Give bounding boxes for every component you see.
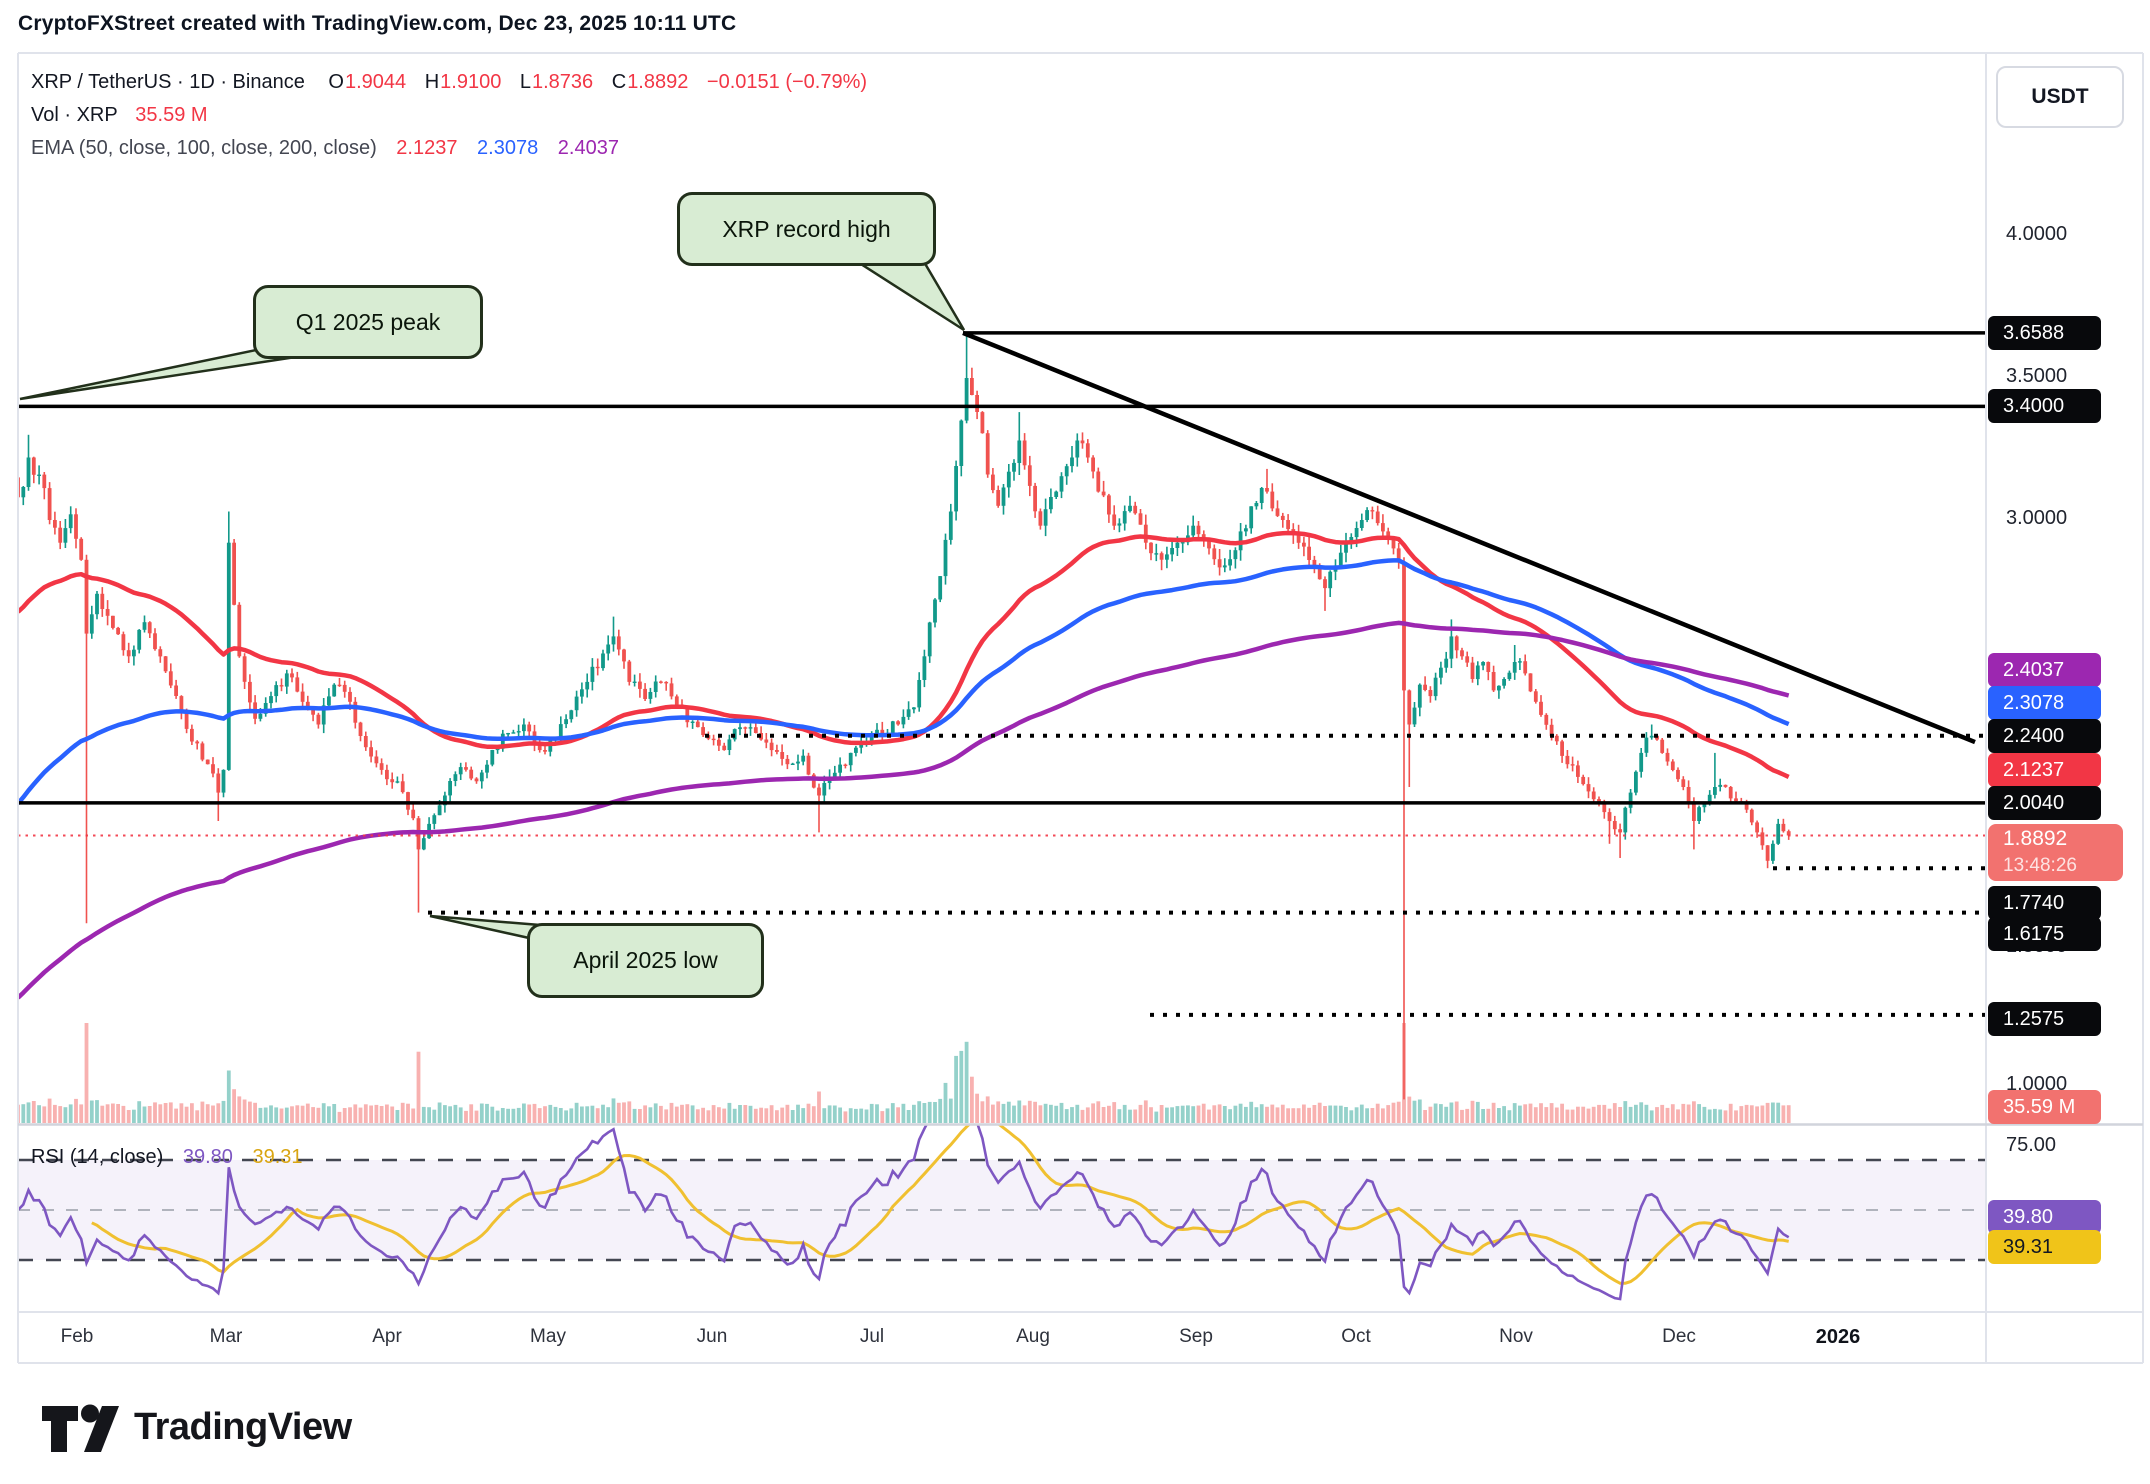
time-label-Jun: Jun xyxy=(696,1326,728,1347)
scale-label-4.0000: 4.0000 xyxy=(2006,223,2068,245)
callout-april-low[interactable]: April 2025 low xyxy=(527,923,764,998)
price-chip-3.4000: 3.4000 xyxy=(1988,389,2101,423)
time-label-Mar: Mar xyxy=(209,1326,243,1347)
tradingview-logo[interactable]: TradingView xyxy=(40,1398,352,1456)
volume-legend-row[interactable]: Vol · XRP 35.59 M xyxy=(31,104,208,132)
callout-record-high[interactable]: XRP record high xyxy=(677,192,936,266)
scale-label-3.0000: 3.0000 xyxy=(2006,507,2068,529)
symbol-title: XRP / TetherUS · 1D · Binance xyxy=(31,71,305,93)
open-label: O xyxy=(328,71,344,93)
time-label-Aug: Aug xyxy=(1016,1326,1050,1347)
low-value: 1.8736 xyxy=(532,71,594,93)
price-chip-39.31: 39.31 xyxy=(1988,1230,2101,1264)
price-chip-2.2400: 2.2400 xyxy=(1988,719,2101,753)
price-chip-39.80: 39.80 xyxy=(1988,1200,2101,1234)
close-value: 1.8892 xyxy=(627,71,689,93)
ema50-value: 2.1237 xyxy=(396,137,458,159)
volume-value: 35.59 M xyxy=(135,104,208,126)
callout-q1-peak[interactable]: Q1 2025 peak xyxy=(253,285,483,359)
rsi-line xyxy=(18,1124,1790,1301)
change-value: −0.0151 (−0.79%) xyxy=(706,71,868,93)
ema200-value: 2.4037 xyxy=(557,137,619,159)
scale-label-1.0000: 1.0000 xyxy=(2006,1073,2068,1095)
callout-record-high-text: XRP record high xyxy=(722,215,891,242)
rsi-ma-line xyxy=(91,1124,1790,1285)
volume-label: Vol · XRP xyxy=(31,104,118,126)
descending-trendline xyxy=(962,330,1976,745)
rsi-legend-row[interactable]: RSI (14, close) 39.80 39.31 xyxy=(31,1146,303,1174)
high-value: 1.9100 xyxy=(440,71,502,93)
price-chip-2.4037: 2.4037 xyxy=(1988,653,2101,687)
current-price-chip: 1.8892 13:48:26 xyxy=(1988,824,2123,881)
time-label-Sep: Sep xyxy=(1179,1326,1213,1347)
rsi-value: 39.80 xyxy=(182,1146,233,1168)
time-label-2026: 2026 xyxy=(1815,1326,1861,1348)
tradingview-logo-text: TradingView xyxy=(134,1405,352,1448)
ema50-line xyxy=(18,530,1790,779)
rsi-ma-value: 39.31 xyxy=(252,1146,303,1168)
callout-q1-peak-text: Q1 2025 peak xyxy=(295,308,441,335)
callout-april-low-text: April 2025 low xyxy=(573,947,718,973)
currency-label: USDT xyxy=(2031,85,2089,108)
symbol-legend-row[interactable]: XRP / TetherUS · 1D · Binance O1.9044 H1… xyxy=(31,71,867,99)
price-chip-2.1237: 2.1237 xyxy=(1988,753,2101,787)
time-label-Oct: Oct xyxy=(1341,1326,1371,1347)
currency-toggle-button[interactable]: USDT xyxy=(1996,66,2124,128)
rsi-pane xyxy=(18,1124,1986,1301)
close-label: C xyxy=(611,71,627,93)
time-label-Jul: Jul xyxy=(859,1326,885,1347)
rsi-label: RSI (14, close) xyxy=(31,1146,164,1168)
scale-label-75.00: 75.00 xyxy=(2006,1134,2057,1156)
ema-label: EMA (50, close, 100, close, 200, close) xyxy=(31,137,377,159)
price-chip-35.59M: 35.59 M xyxy=(1988,1090,2101,1124)
ema-legend-row[interactable]: EMA (50, close, 100, close, 200, close) … xyxy=(31,137,619,165)
price-chip-1.2575: 1.2575 xyxy=(1988,1002,2101,1036)
ema100-value: 2.3078 xyxy=(477,137,539,159)
price-chip-2.3078: 2.3078 xyxy=(1988,686,2101,720)
time-label-Apr: Apr xyxy=(372,1326,402,1347)
ema200-line xyxy=(18,620,1790,1000)
time-label-Dec: Dec xyxy=(1662,1326,1696,1347)
price-chip-3.6588: 3.6588 xyxy=(1988,316,2101,350)
time-label-Nov: Nov xyxy=(1499,1326,1533,1347)
attribution-header: CryptoFXStreet created with TradingView.… xyxy=(18,12,737,35)
tradingview-logo-icon xyxy=(42,1404,119,1452)
price-chip-2.0040: 2.0040 xyxy=(1988,786,2101,820)
high-label: H xyxy=(424,71,440,93)
price-chip-1.7740: 1.7740 xyxy=(1988,886,2101,920)
time-label-May: May xyxy=(530,1326,566,1347)
open-value: 1.9044 xyxy=(344,71,407,93)
time-label-Feb: Feb xyxy=(60,1326,94,1347)
price-chip-1.6175: 1.6175 xyxy=(1988,917,2101,951)
low-label: L xyxy=(519,71,531,93)
scale-label-3.5000: 3.5000 xyxy=(2006,365,2068,387)
main-pane xyxy=(18,236,1986,1123)
ema100-line xyxy=(18,558,1790,805)
